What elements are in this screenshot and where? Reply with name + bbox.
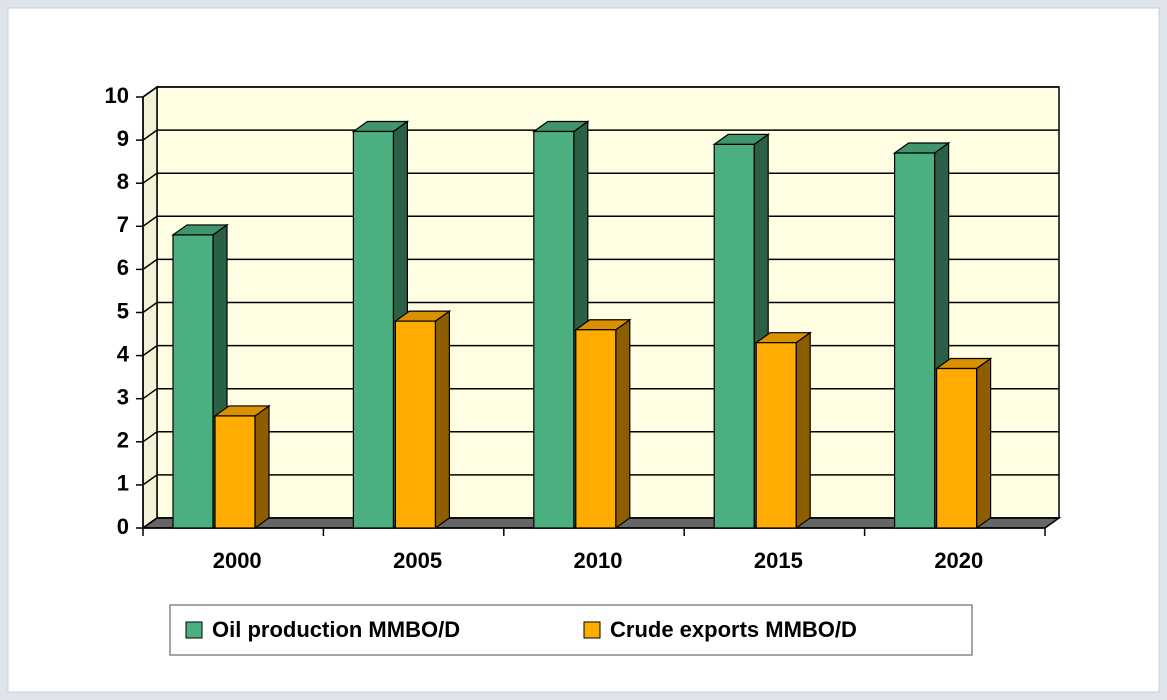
legend-label: Crude exports MMBO/D xyxy=(610,617,857,642)
bar xyxy=(935,367,978,529)
y-tick-label: 1 xyxy=(117,471,129,496)
x-tick-label: 2010 xyxy=(574,548,623,573)
y-tick-label: 6 xyxy=(117,255,129,280)
y-tick-label: 8 xyxy=(117,169,129,194)
y-tick-label: 7 xyxy=(117,212,129,237)
legend-box xyxy=(169,604,973,656)
bar xyxy=(172,234,214,529)
legend-swatch xyxy=(185,621,203,639)
y-tick-label: 4 xyxy=(117,341,130,366)
bar xyxy=(214,415,256,529)
y-tick-label: 3 xyxy=(117,385,129,410)
bar-side xyxy=(795,331,811,530)
x-tick-label: 2015 xyxy=(754,548,803,573)
bar xyxy=(394,320,436,529)
x-tick-label: 2000 xyxy=(213,548,262,573)
y-tick-label: 5 xyxy=(117,298,129,323)
bar xyxy=(893,152,936,529)
bar xyxy=(352,130,394,529)
bar-side xyxy=(615,318,631,530)
bar xyxy=(575,329,617,529)
grid-line xyxy=(142,129,1059,141)
bar xyxy=(755,342,797,529)
bar xyxy=(533,130,575,529)
y-tick-label: 10 xyxy=(105,83,129,108)
y-tick-label: 9 xyxy=(117,126,129,151)
legend-label: Oil production MMBO/D xyxy=(212,617,460,642)
x-tick-label: 2005 xyxy=(393,548,442,573)
legend-swatch xyxy=(583,621,601,639)
bar-side xyxy=(434,309,450,530)
bar-side xyxy=(254,404,270,530)
y-tick-label: 0 xyxy=(117,514,129,539)
bar xyxy=(713,143,755,529)
x-tick-label: 2020 xyxy=(934,548,983,573)
grid-line xyxy=(142,86,1059,98)
bar-side xyxy=(975,357,992,530)
y-tick-label: 2 xyxy=(117,428,129,453)
